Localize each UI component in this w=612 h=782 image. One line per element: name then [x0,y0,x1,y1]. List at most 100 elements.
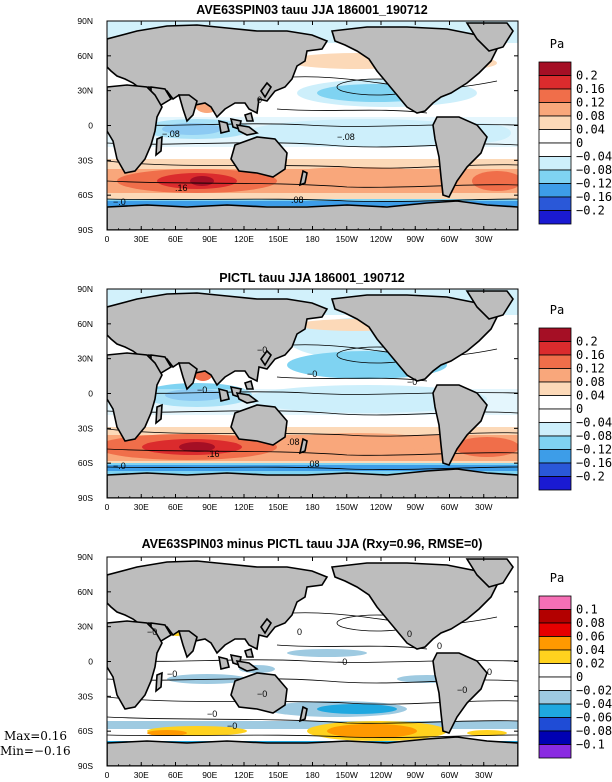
x-tick-label: 0 [105,770,110,780]
x-tick-label: 120E [234,234,254,244]
colorbar-swatch [538,622,572,637]
colorbar-swatch [538,663,572,678]
panel-1-title: AVE63SPIN03 tauu JJA 186001_190712 [196,3,427,17]
x-tick-label: 150W [336,770,358,780]
colorbar-label: −0.16 [576,456,612,470]
panel-1-contour-label: .08 [291,195,304,205]
panel-2-contour-label: −0 [307,369,317,379]
colorbar-label: 0.2 [576,335,598,349]
colorbar-label: −0.2 [576,204,605,218]
x-tick-label: 180 [305,502,319,512]
x-tick-label: 30W [475,770,492,780]
x-tick-label: 60E [168,770,183,780]
colorbar-label: 0.04 [576,643,605,657]
y-tick-label: 60N [77,51,93,61]
y-tick-label: 30S [78,423,93,433]
colorbar-label: −0.04 [576,697,612,711]
y-tick-label: 90N [77,552,93,562]
y-tick-label: 60S [78,726,93,736]
panel-1-contour-label: −.08 [162,129,180,139]
colorbar-label: 0.12 [576,96,605,110]
max-stat: Max=0.16 [4,729,67,743]
colorbar-label: 0 [576,670,583,684]
x-tick-label: 30E [134,770,149,780]
colorbar-swatch [538,381,572,396]
x-tick-label: 120W [370,502,392,512]
colorbar-label: 0.1 [576,603,598,617]
panel-1-contour-label: −.0 [113,197,126,207]
panel-3-contour-label: −0 [257,689,267,699]
panel-2-contour-label: .08 [307,459,320,469]
colorbar-label: −0.1 [576,738,605,752]
map-panel-1: AVE63SPIN03 tauu JJA 186001_190712 [77,3,612,244]
colorbar-label: 0.16 [576,348,605,362]
min-stat: Min=−0.16 [0,744,71,758]
colorbar-label: 0.08 [576,375,605,389]
colorbar-swatch [538,156,572,171]
x-tick-label: 120W [370,770,392,780]
y-tick-label: 90N [77,16,93,26]
colorbar-label: 0.04 [576,123,605,137]
colorbar-unit: Pa [550,37,564,51]
panel-3-contour-label: −0 [227,721,237,731]
y-tick-label: 30N [77,622,93,632]
panel-3-contour-label: −0 [207,709,217,719]
panel-2-contour-label: .16 [207,449,220,459]
colorbar-swatch [538,368,572,383]
colorbar-swatch [538,115,572,130]
colorbar-swatch [538,102,572,117]
colorbar-unit: Pa [550,571,564,585]
panel-3-contour-label: −0 [457,685,467,695]
y-tick-label: 90S [78,493,93,503]
panel-1-contour-label: 0 [257,95,262,105]
y-tick-label: 90N [77,284,93,294]
x-tick-label: 120E [234,770,254,780]
x-tick-label: 60W [441,234,458,244]
panel-2-contour-label: −0 [407,377,417,387]
colorbar-swatch [538,636,572,651]
colorbar-label: 0.02 [576,657,605,671]
colorbar-swatch [538,744,572,759]
panel-1-contour-label: −.08 [337,132,355,142]
colorbar-label: 0.12 [576,362,605,376]
x-tick-label: 90E [202,234,217,244]
x-tick-label: 30E [134,234,149,244]
x-tick-label: 30W [475,502,492,512]
x-tick-label: 180 [305,234,319,244]
colorbar-label: 0.08 [576,616,605,630]
panel-3-contour-label: −0 [337,657,347,667]
colorbar-swatch [538,676,572,691]
colorbar-swatch [538,61,572,76]
colorbar-swatch [538,354,572,369]
colorbar-swatch [538,327,572,342]
x-tick-label: 150E [268,234,288,244]
x-tick-label: 120W [370,234,392,244]
colorbar-label: −0.04 [576,416,612,430]
x-tick-label: 0 [105,502,110,512]
x-tick-label: 60E [168,234,183,244]
panel-2-title: PICTL tauu JJA 186001_190712 [219,271,405,285]
colorbar-swatch [538,595,572,610]
panel-2-contour-label: −0 [197,385,207,395]
y-tick-label: 90S [78,225,93,235]
map-panel-3: AVE63SPIN03 minus PICTL tauu JJA (Rxy=0.… [0,537,612,780]
panel-1-contour-label: .16 [175,183,188,193]
x-tick-label: 30E [134,502,149,512]
x-tick-label: 90E [202,770,217,780]
colorbar-swatch [538,341,572,356]
colorbar-label: −0.02 [576,684,612,698]
colorbar-swatch [538,408,572,423]
y-tick-label: 30N [77,354,93,364]
colorbar-swatch [538,142,572,157]
colorbar-swatch [538,703,572,718]
y-tick-label: 0 [88,121,93,131]
y-tick-label: 0 [88,657,93,667]
x-tick-label: 60E [168,502,183,512]
panel-2-contour-label: −.0 [113,461,126,471]
colorbar-label: −0.04 [576,150,612,164]
y-tick-label: 60S [78,190,93,200]
colorbar-label: −0.16 [576,190,612,204]
colorbar-swatch [538,210,572,225]
x-tick-label: 150W [336,234,358,244]
x-tick-label: 60W [441,502,458,512]
